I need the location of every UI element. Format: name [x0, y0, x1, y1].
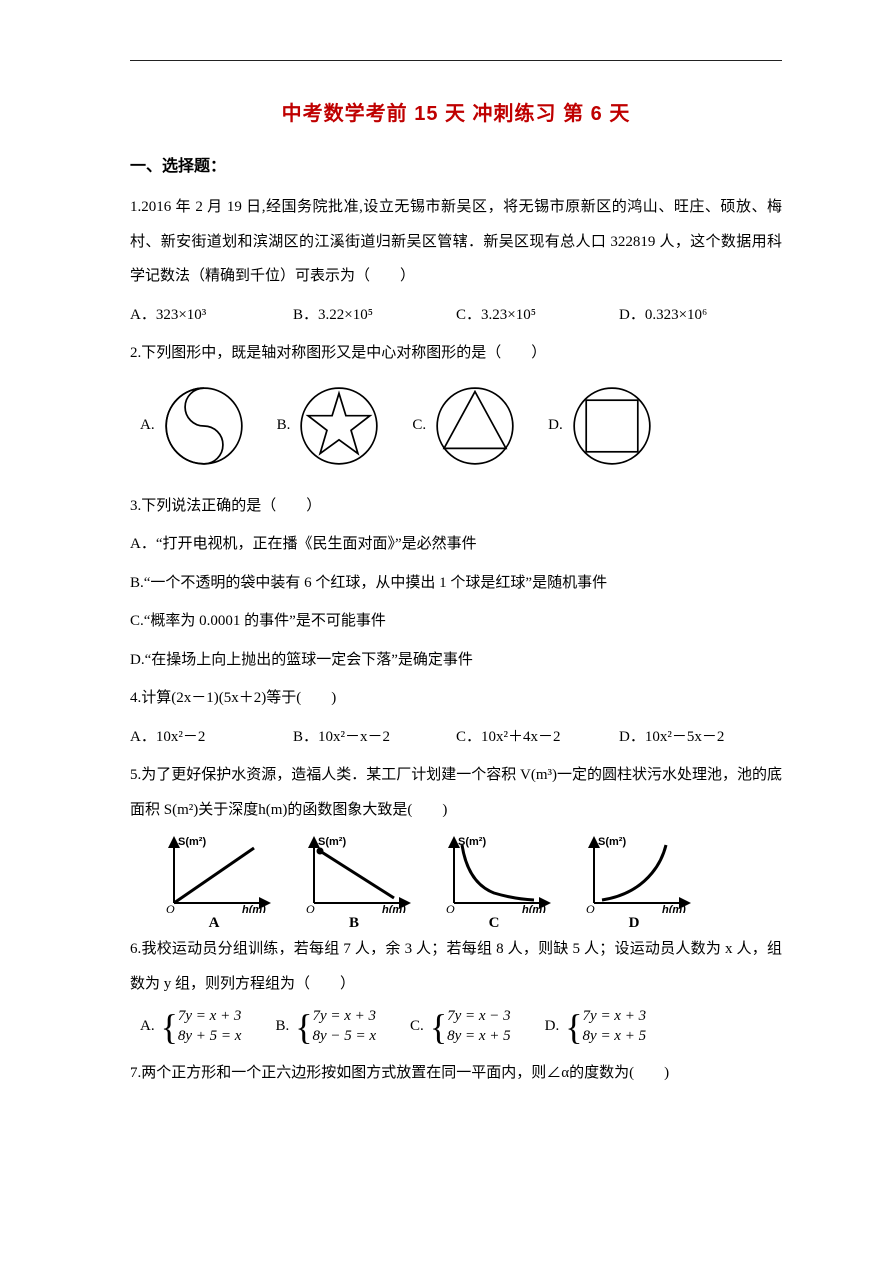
- q2-label-c: C.: [412, 417, 426, 434]
- axis-y-label: S(m²): [178, 836, 206, 848]
- q2-option-a: A.: [140, 383, 247, 469]
- q6-d-line2: 8y = x + 5: [583, 1027, 647, 1047]
- q1-option-a: A．323×10³: [130, 298, 293, 333]
- q6-b-line1: 7y = x + 3: [312, 1007, 376, 1027]
- q3-option-d: D.“在操场上向上抛出的篮球一定会下落”是确定事件: [130, 643, 782, 678]
- svg-text:h(m): h(m): [662, 904, 686, 913]
- q1-options: A．323×10³ B．3.22×10⁵ C．3.23×10⁵ D．0.323×…: [130, 298, 782, 333]
- q5-graph-c: S(m²) O h(m) C: [434, 833, 554, 932]
- svg-text:O: O: [166, 902, 175, 913]
- q6-option-d: D. { 7y = x + 3 8y = x + 5: [545, 1007, 646, 1046]
- q7-text: 7.两个正方形和一个正六边形按如图方式放置在同一平面内，则∠α的度数为( ): [130, 1056, 782, 1091]
- q2-option-b: B.: [277, 383, 383, 469]
- q1-option-c: C．3.23×10⁵: [456, 298, 619, 333]
- q2-options: A. B. C. D.: [140, 383, 782, 469]
- q5-graph-a: S(m²) O h(m) A: [154, 833, 274, 932]
- q1-option-d: D．0.323×10⁶: [619, 298, 782, 333]
- q1-option-b: B．3.22×10⁵: [293, 298, 456, 333]
- axis-x-label: h(m): [242, 904, 266, 913]
- q5-label-d: D: [629, 915, 640, 932]
- q5-label-a: A: [209, 915, 220, 932]
- page: 中考数学考前 15 天 冲刺练习 第 6 天 一、选择题： 1.2016 年 2…: [0, 0, 892, 1135]
- q4-text: 4.计算(2x－1)(5x＋2)等于( ): [130, 681, 782, 716]
- q6-c-line2: 8y = x + 5: [447, 1027, 511, 1047]
- q6-option-a: A. { 7y = x + 3 8y + 5 = x: [140, 1007, 241, 1046]
- increasing-curve-graph-icon: S(m²) O h(m): [574, 833, 694, 913]
- q6-label-b: B.: [275, 1018, 289, 1035]
- svg-text:h(m): h(m): [522, 904, 546, 913]
- svg-text:h(m): h(m): [382, 904, 406, 913]
- q6-option-c: C. { 7y = x − 3 8y = x + 5: [410, 1007, 511, 1046]
- equation-system-icon: { 7y = x + 3 8y + 5 = x: [161, 1007, 242, 1046]
- q6-option-b: B. { 7y = x + 3 8y − 5 = x: [275, 1007, 376, 1046]
- q5-label-c: C: [489, 915, 500, 932]
- q6-b-line2: 8y − 5 = x: [312, 1027, 376, 1047]
- q2-label-a: A.: [140, 417, 155, 434]
- svg-text:S(m²): S(m²): [598, 836, 626, 848]
- linear-graph-icon: S(m²) O h(m): [154, 833, 274, 913]
- q4-option-c: C．10x²＋4x－2: [456, 720, 619, 755]
- q5-graph-d: S(m²) O h(m) D: [574, 833, 694, 932]
- top-rule: [130, 60, 782, 61]
- q6-d-line1: 7y = x + 3: [583, 1007, 647, 1027]
- linear-down-graph-icon: S(m²) O h(m): [294, 833, 414, 913]
- q5-text: 5.为了更好保护水资源，造福人类．某工厂计划建一个容积 V(m³)一定的圆柱状污…: [130, 758, 782, 827]
- q2-label-b: B.: [277, 417, 291, 434]
- q1-text: 1.2016 年 2 月 19 日,经国务院批准,设立无锡市新吴区，将无锡市原新…: [130, 190, 782, 294]
- q6-a-line2: 8y + 5 = x: [178, 1027, 242, 1047]
- q3-text: 3.下列说法正确的是（ ）: [130, 489, 782, 524]
- q5-graph-b: S(m²) O h(m) B: [294, 833, 414, 932]
- equation-system-icon: { 7y = x + 3 8y − 5 = x: [295, 1007, 376, 1046]
- equation-system-icon: { 7y = x − 3 8y = x + 5: [430, 1007, 511, 1046]
- equation-system-icon: { 7y = x + 3 8y = x + 5: [565, 1007, 646, 1046]
- square-in-circle-icon: [569, 383, 655, 469]
- q6-label-a: A.: [140, 1018, 155, 1035]
- svg-text:O: O: [586, 902, 595, 913]
- q4-option-a: A．10x²－2: [130, 720, 293, 755]
- hyperbola-graph-icon: S(m²) O h(m): [434, 833, 554, 913]
- q2-option-d: D.: [548, 383, 655, 469]
- document-title: 中考数学考前 15 天 冲刺练习 第 6 天: [130, 97, 782, 126]
- svg-text:O: O: [446, 902, 455, 913]
- q5-label-b: B: [349, 915, 359, 932]
- q6-text: 6.我校运动员分组训练，若每组 7 人，余 3 人；若每组 8 人，则缺 5 人…: [130, 932, 782, 1001]
- q6-a-line1: 7y = x + 3: [178, 1007, 242, 1027]
- q4-options: A．10x²－2 B．10x²－x－2 C．10x²＋4x－2 D．10x²－5…: [130, 720, 782, 755]
- q6-label-c: C.: [410, 1018, 424, 1035]
- q5-graphs: S(m²) O h(m) A S(m²) O h(m) B: [154, 833, 782, 932]
- star-in-circle-icon: [296, 383, 382, 469]
- q6-label-d: D.: [545, 1018, 560, 1035]
- q6-options: A. { 7y = x + 3 8y + 5 = x B. { 7y = x +…: [140, 1007, 782, 1046]
- svg-text:S(m²): S(m²): [318, 836, 346, 848]
- q3-option-c: C.“概率为 0.0001 的事件”是不可能事件: [130, 604, 782, 639]
- triangle-in-circle-icon: [432, 383, 518, 469]
- q2-text: 2.下列图形中，既是轴对称图形又是中心对称图形的是（ ）: [130, 336, 782, 371]
- q3-option-a: A．“打开电视机，正在播《民生面对面》”是必然事件: [130, 527, 782, 562]
- q3-option-b: B.“一个不透明的袋中装有 6 个红球，从中摸出 1 个球是红球”是随机事件: [130, 566, 782, 601]
- q6-c-line1: 7y = x − 3: [447, 1007, 511, 1027]
- q4-option-d: D．10x²－5x－2: [619, 720, 782, 755]
- section-heading: 一、选择题：: [130, 152, 782, 176]
- q2-label-d: D.: [548, 417, 563, 434]
- q2-option-c: C.: [412, 383, 518, 469]
- svg-text:O: O: [306, 902, 315, 913]
- q4-option-b: B．10x²－x－2: [293, 720, 456, 755]
- yin-yang-icon: [161, 383, 247, 469]
